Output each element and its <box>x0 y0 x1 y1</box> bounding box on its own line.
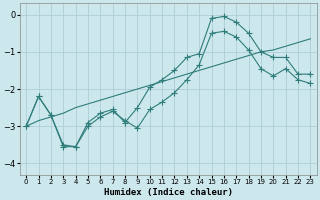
X-axis label: Humidex (Indice chaleur): Humidex (Indice chaleur) <box>104 188 233 197</box>
